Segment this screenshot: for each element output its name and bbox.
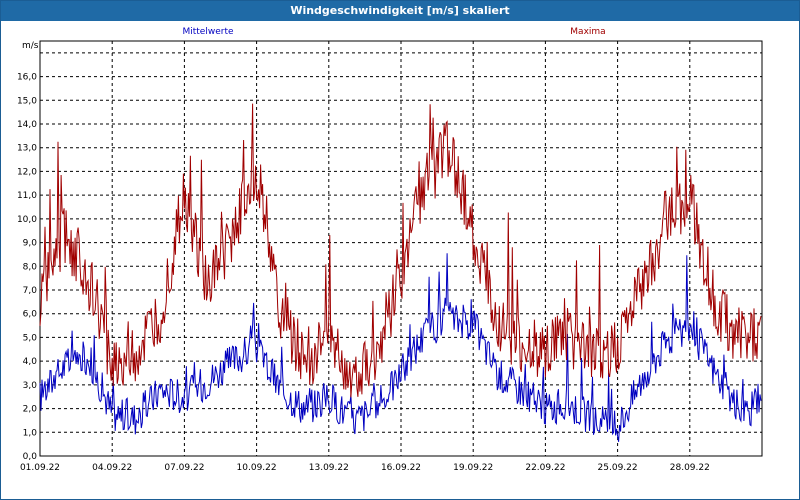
legend-mean: Mittelwerte (182, 27, 233, 37)
x-tick-label: 04.09.22 (92, 463, 132, 473)
y-tick-label: 13,0 (17, 144, 37, 154)
y-tick-label: 8,0 (23, 262, 38, 272)
x-tick-label: 01.09.22 (20, 463, 60, 473)
x-tick-label: 28.09.22 (670, 463, 710, 473)
y-tick-label: 5,0 (23, 333, 38, 343)
series-line-maxima (39, 103, 762, 398)
y-tick-label: 9,0 (23, 239, 38, 249)
x-tick-label: 13.09.22 (309, 463, 349, 473)
x-tick-label: 07.09.22 (164, 463, 204, 473)
y-tick-label: 1,0 (23, 428, 38, 438)
y-tick-label: 0,0 (23, 452, 38, 462)
y-tick-label: 4,0 (23, 357, 38, 367)
x-tick-label: 25.09.22 (598, 463, 638, 473)
y-tick-label: 10,0 (17, 215, 37, 225)
x-tick-label: 16.09.22 (381, 463, 421, 473)
y-tick-label: 11,0 (17, 191, 37, 201)
y-tick-label: 16,0 (17, 73, 37, 83)
x-tick-label: 19.09.22 (453, 463, 493, 473)
legend-max: Maxima (570, 27, 605, 37)
x-tick-label: 10.09.22 (237, 463, 277, 473)
y-tick-label: 6,0 (23, 310, 38, 320)
y-tick-label: 15,0 (17, 96, 37, 106)
y-axis-unit: m/s (22, 41, 39, 51)
y-tick-label: 14,0 (17, 120, 37, 130)
x-tick-label: 22.09.22 (525, 463, 565, 473)
y-tick-label: 12,0 (17, 167, 37, 177)
y-tick-label: 3,0 (23, 381, 38, 391)
y-tick-label: 2,0 (23, 405, 38, 415)
y-tick-label: 7,0 (23, 286, 38, 296)
window-title: Windgeschwindigkeit [m/s] skaliert (1, 1, 799, 21)
series-line-mittelwerte (39, 253, 762, 442)
